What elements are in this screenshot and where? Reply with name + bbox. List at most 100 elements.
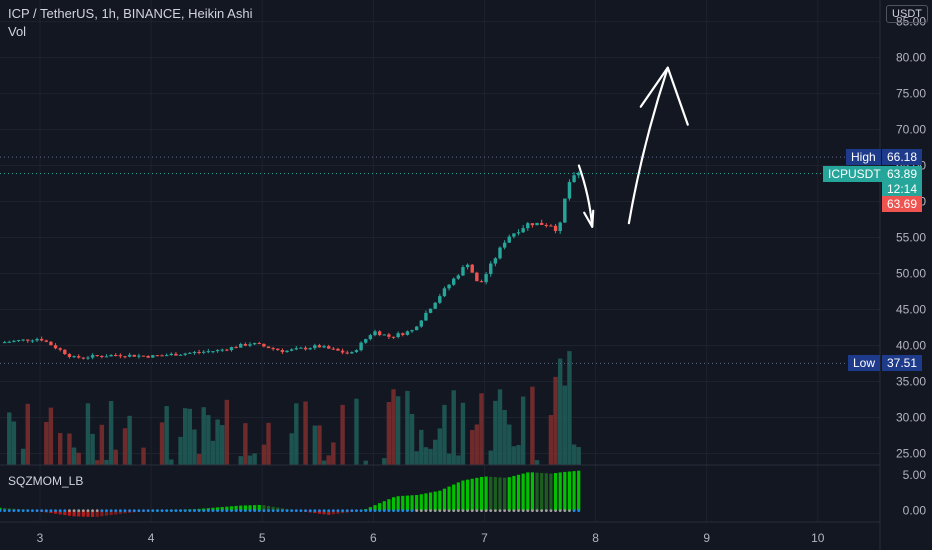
squeeze-dot [480,509,483,512]
volume-bar [99,424,105,465]
low-tag-value: 37.51 [882,355,923,372]
volume-bar [48,407,54,465]
indicator-label[interactable]: SQZMOM_LB [8,474,84,488]
squeeze-dot [382,509,386,512]
price-tick-label: 70.00 [896,123,926,137]
squeeze-dot [156,509,159,512]
momentum-bar [415,494,419,511]
indicator-tick-label: 5.00 [903,468,927,482]
volume-bar [317,425,322,465]
squeeze-dot [77,509,81,512]
candle-body [414,326,419,331]
squeeze-dot [554,509,557,512]
volume-label: Vol [8,24,27,39]
volume-bar [127,415,132,465]
squeeze-dot [105,509,108,512]
drawing-annotations[interactable] [577,66,689,228]
momentum-bar [90,510,95,517]
squeeze-dot [572,509,576,512]
squeeze-dot [401,509,405,512]
squeeze-dot [341,509,344,512]
volume-bar [294,403,299,465]
momentum-bar [378,503,382,511]
volume-bar [409,414,415,465]
volume-bar [164,406,169,465]
volume-bar [437,428,443,465]
squeeze-dot [419,509,423,512]
volume-bars [7,351,581,465]
price-tick-label: 85.00 [896,15,926,29]
candle-body [359,342,363,351]
squeeze-dot [443,509,446,512]
momentum-bar [419,494,423,511]
candle-body [294,348,298,350]
volume-bar [122,428,128,465]
squeeze-dot [0,509,2,512]
squeeze-dot [387,509,391,512]
candle-body [169,353,173,356]
candle-body [484,274,488,283]
squeeze-dot [248,509,252,512]
volume-bar [493,400,498,465]
volume-bar [571,444,577,465]
momentum-bar [0,507,2,511]
volume-bar [354,398,359,465]
candle-body [118,355,123,357]
momentum-bar [401,495,405,511]
volume-bar [520,396,526,465]
volume-bar [567,351,572,465]
price-tick-label: 55.00 [896,231,926,245]
volume-bar [442,404,447,465]
squeeze-dot [160,509,164,512]
candle-body [239,344,243,348]
momentum-bar [317,510,322,514]
volume-bar [201,407,206,465]
momentum-bar [465,479,470,511]
volume-bar [557,358,563,465]
candle-body [30,340,35,342]
momentum-bar [503,477,507,511]
candle-body [340,350,345,353]
squeeze-dot [359,509,363,512]
momentum-bar [498,477,502,511]
momentum-bar [433,491,437,511]
volume-bar [141,447,146,465]
squeeze-dot [308,509,312,512]
volume-bar [391,389,396,465]
candle-body [243,344,248,346]
squeeze-dot [31,509,34,512]
price-tick-label: 25.00 [896,446,926,460]
squeeze-dot [49,509,53,512]
candle-body [53,345,58,349]
candle-body [174,353,178,356]
volume-bar [502,409,507,465]
squeeze-dot [406,509,409,512]
momentum-bar [248,505,252,511]
volume-bar [261,444,267,465]
time-tick-label: 9 [703,531,710,545]
squeeze-dot [336,509,340,512]
candle-body [104,356,109,358]
momentum-bar [452,484,456,511]
candle-body [377,331,382,336]
candle-body [396,333,400,338]
momentum-bar [239,505,243,511]
candle-body [289,349,294,351]
candle-body [387,334,391,337]
time-tick-label: 7 [481,531,488,545]
squeeze-dot [368,509,372,512]
candle-body [442,288,447,297]
squeeze-dot [193,509,196,512]
squeeze-dot [470,509,474,512]
volume-bar [85,403,91,465]
candle-body [146,356,150,358]
squeeze-dot [322,509,326,512]
volume-bar [474,424,480,465]
momentum-bar [479,476,484,511]
squeeze-dot [392,509,395,512]
momentum-bar [410,495,414,511]
currency-button[interactable]: USDT [886,5,928,23]
candle-body [493,258,498,264]
squeeze-dot [345,509,349,512]
